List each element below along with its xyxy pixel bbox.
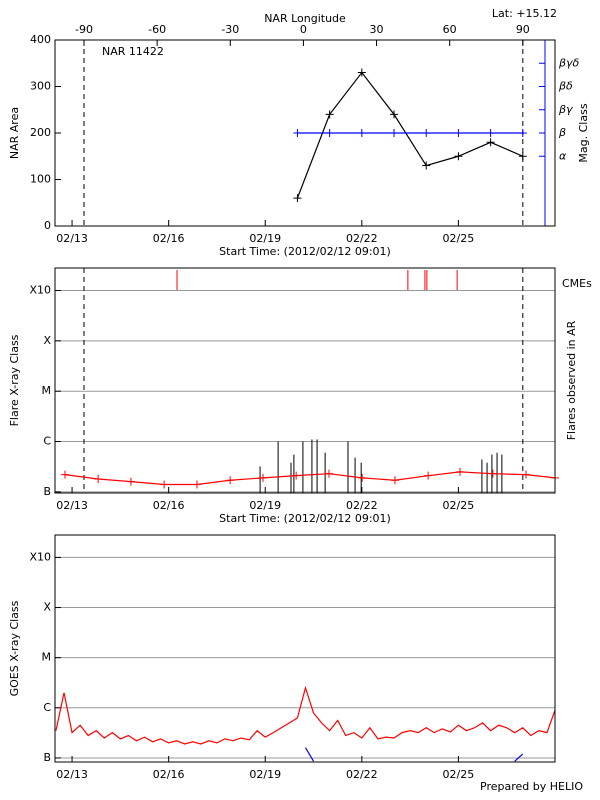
y2-tick-label: βγ — [558, 103, 573, 116]
y-tick-label: X10 — [29, 284, 51, 297]
y-tick-label: 0 — [44, 219, 51, 232]
x-tick-label: 02/13 — [56, 499, 88, 512]
point-marker — [357, 68, 366, 77]
point-marker — [390, 110, 399, 119]
point-marker — [325, 129, 334, 137]
background-marker — [258, 473, 267, 482]
y2-tick-label: α — [559, 149, 567, 162]
y-tick-label: C — [43, 435, 51, 448]
series-line — [55, 685, 556, 745]
series-line — [304, 747, 524, 762]
point-marker — [390, 129, 399, 137]
x-tick-label: 02/19 — [249, 232, 281, 245]
background-marker — [60, 470, 69, 479]
y-axis-label: Flare X-ray Class — [8, 334, 21, 426]
background-marker — [292, 471, 301, 480]
y-tick-label: B — [43, 751, 51, 764]
x-tick-label: 02/25 — [443, 232, 475, 245]
y-tick-label: 300 — [30, 80, 51, 93]
x-tick-label: 02/22 — [346, 232, 378, 245]
top-tick-label: -60 — [148, 23, 166, 36]
plot-frame — [54, 39, 556, 227]
y-tick-label: 200 — [30, 126, 51, 139]
plot-frame — [54, 267, 556, 494]
y-axis-label: NAR Area — [8, 107, 21, 159]
top-tick-label: -30 — [221, 23, 239, 36]
point-marker — [454, 129, 463, 137]
top-tick-label: 30 — [370, 23, 384, 36]
top-tick-label: 0 — [300, 23, 307, 36]
x-tick-label: 02/22 — [346, 768, 378, 781]
point-marker — [486, 138, 495, 147]
y2-tick-label: βδ — [558, 80, 573, 93]
point-marker — [454, 152, 463, 161]
x-axis-label: Start Time: (2012/02/12 09:01) — [219, 245, 391, 258]
background-marker — [226, 476, 235, 485]
top-tick-label: 60 — [443, 23, 457, 36]
y-tick-label: M — [42, 651, 52, 664]
point-marker — [518, 129, 527, 137]
background-marker — [324, 469, 333, 478]
background-marker — [488, 469, 497, 478]
latitude: Lat: +15.12 — [492, 7, 557, 20]
point-marker — [422, 161, 431, 170]
y-tick-label: X10 — [29, 550, 51, 563]
top-axis-label: NAR Longitude — [264, 12, 346, 25]
y2-axis-label: Flares observed in AR — [565, 320, 578, 440]
y-tick-label: M — [42, 384, 52, 397]
footer: Prepared by HELIO — [480, 780, 583, 793]
point-marker — [422, 129, 431, 137]
background-line — [64, 471, 556, 486]
x-tick-label: 02/19 — [249, 768, 281, 781]
background-marker — [94, 475, 103, 484]
background-marker — [424, 471, 433, 480]
point-marker — [293, 194, 302, 203]
background-marker — [126, 477, 135, 486]
point-marker — [357, 129, 366, 137]
point-marker — [486, 129, 495, 137]
y2-tick-label: βγδ — [558, 56, 580, 69]
panel-title: NAR 11422 — [102, 45, 164, 58]
x-tick-label: 02/25 — [443, 499, 475, 512]
y-tick-label: 100 — [30, 173, 51, 186]
x-tick-label: 02/16 — [153, 768, 185, 781]
point-marker — [325, 110, 334, 119]
y2-axis-label: Mag. Class — [577, 103, 590, 162]
point-marker — [518, 152, 527, 161]
x-tick-label: 02/22 — [346, 499, 378, 512]
background-marker — [522, 470, 531, 479]
y-tick-label: X — [43, 334, 51, 347]
y-tick-label: C — [43, 701, 51, 714]
x-tick-label: 02/16 — [153, 232, 185, 245]
background-marker — [160, 480, 169, 489]
x-tick-label: 02/13 — [56, 768, 88, 781]
x-tick-label: 02/16 — [153, 499, 185, 512]
y-axis-label: GOES X-ray Class — [8, 600, 21, 696]
y-tick-label: X — [43, 601, 51, 614]
x-tick-label: 02/13 — [56, 232, 88, 245]
top-tick-label: -90 — [75, 23, 93, 36]
top-tick-label: 90 — [516, 23, 530, 36]
background-marker — [456, 467, 465, 476]
x-axis-label: Start Time: (2012/02/12 09:01) — [219, 512, 391, 525]
background-marker — [192, 480, 201, 489]
x-tick-label: 02/19 — [249, 499, 281, 512]
y2-tick-label: β — [558, 126, 566, 139]
plot-frame — [54, 534, 556, 763]
x-tick-label: 02/25 — [443, 768, 475, 781]
y-tick-label: B — [43, 485, 51, 498]
series-line — [296, 71, 524, 199]
background-marker — [390, 476, 399, 485]
background-marker — [358, 473, 367, 482]
cme-label: CMEs — [562, 277, 592, 290]
point-marker — [293, 129, 302, 137]
y-tick-label: 400 — [30, 33, 51, 46]
